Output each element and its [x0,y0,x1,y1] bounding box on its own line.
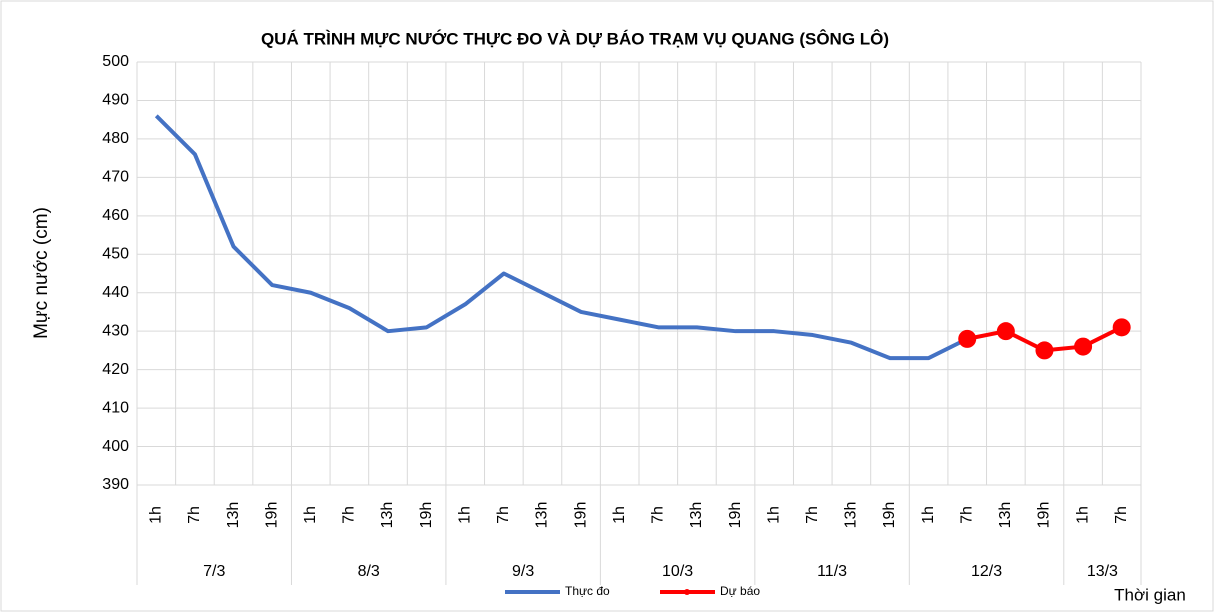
x-tick-label: 7h [650,506,667,524]
data-point [1074,337,1093,356]
x-tick-label: 7h [186,506,203,524]
x-tick-label: 13h [843,502,860,529]
x-tick-label: 13h [997,502,1014,529]
x-tick-label: 19h [263,502,280,529]
y-tick-label: 480 [102,130,129,147]
x-tick-label: 1h [456,506,473,524]
group-label: 9/3 [512,563,534,580]
data-point [1112,318,1131,337]
x-tick-label: 19h [881,502,898,529]
x-tick-label: 1h [611,506,628,524]
data-point [996,322,1015,341]
x-tick-label: 13h [534,502,551,529]
x-tick-label: 1h [920,506,937,524]
y-tick-label: 400 [102,438,129,455]
chart-title: QUÁ TRÌNH MỰC NƯỚC THỰC ĐO VÀ DỰ BÁO TRẠ… [261,29,889,48]
legend-marker [684,589,690,595]
x-tick-label: 7h [804,506,821,524]
legend-label: Dự báo [720,584,760,598]
x-axis-label: Thời gian [1114,585,1186,604]
x-tick-label: 1h [1074,506,1091,524]
group-label: 11/3 [817,563,847,580]
group-label: 7/3 [203,563,225,580]
x-tick-label: 7h [1113,506,1130,524]
group-label: 12/3 [971,563,1002,580]
group-label: 13/3 [1087,563,1118,580]
x-tick-label: 7h [958,506,975,524]
group-label: 10/3 [662,563,693,580]
y-tick-label: 440 [102,284,129,301]
x-tick-label: 19h [572,502,589,529]
data-point [1035,341,1054,360]
x-tick-label: 1h [148,506,165,524]
y-tick-label: 390 [102,476,129,493]
x-tick-label: 13h [379,502,396,529]
x-tick-label: 1h [302,506,319,524]
x-tick-label: 13h [225,502,242,529]
x-tick-label: 7h [341,506,358,524]
group-label: 8/3 [358,563,380,580]
y-tick-label: 430 [102,322,129,339]
y-tick-label: 450 [102,245,129,262]
x-tick-label: 19h [727,502,744,529]
y-tick-label: 490 [102,92,129,109]
x-tick-label: 19h [1036,502,1053,529]
data-point [958,329,977,348]
x-tick-label: 7h [495,506,512,524]
y-tick-label: 500 [102,53,129,70]
legend-label: Thực đo [565,584,610,598]
y-tick-label: 460 [102,207,129,224]
x-tick-label: 13h [688,502,705,529]
y-tick-label: 470 [102,169,129,186]
y-tick-label: 420 [102,361,129,378]
x-tick-label: 1h [765,506,782,524]
x-tick-label: 19h [418,502,435,529]
data-line [154,114,969,361]
y-tick-label: 410 [102,399,129,416]
y-axis-label: Mực nước (cm) [31,207,52,339]
